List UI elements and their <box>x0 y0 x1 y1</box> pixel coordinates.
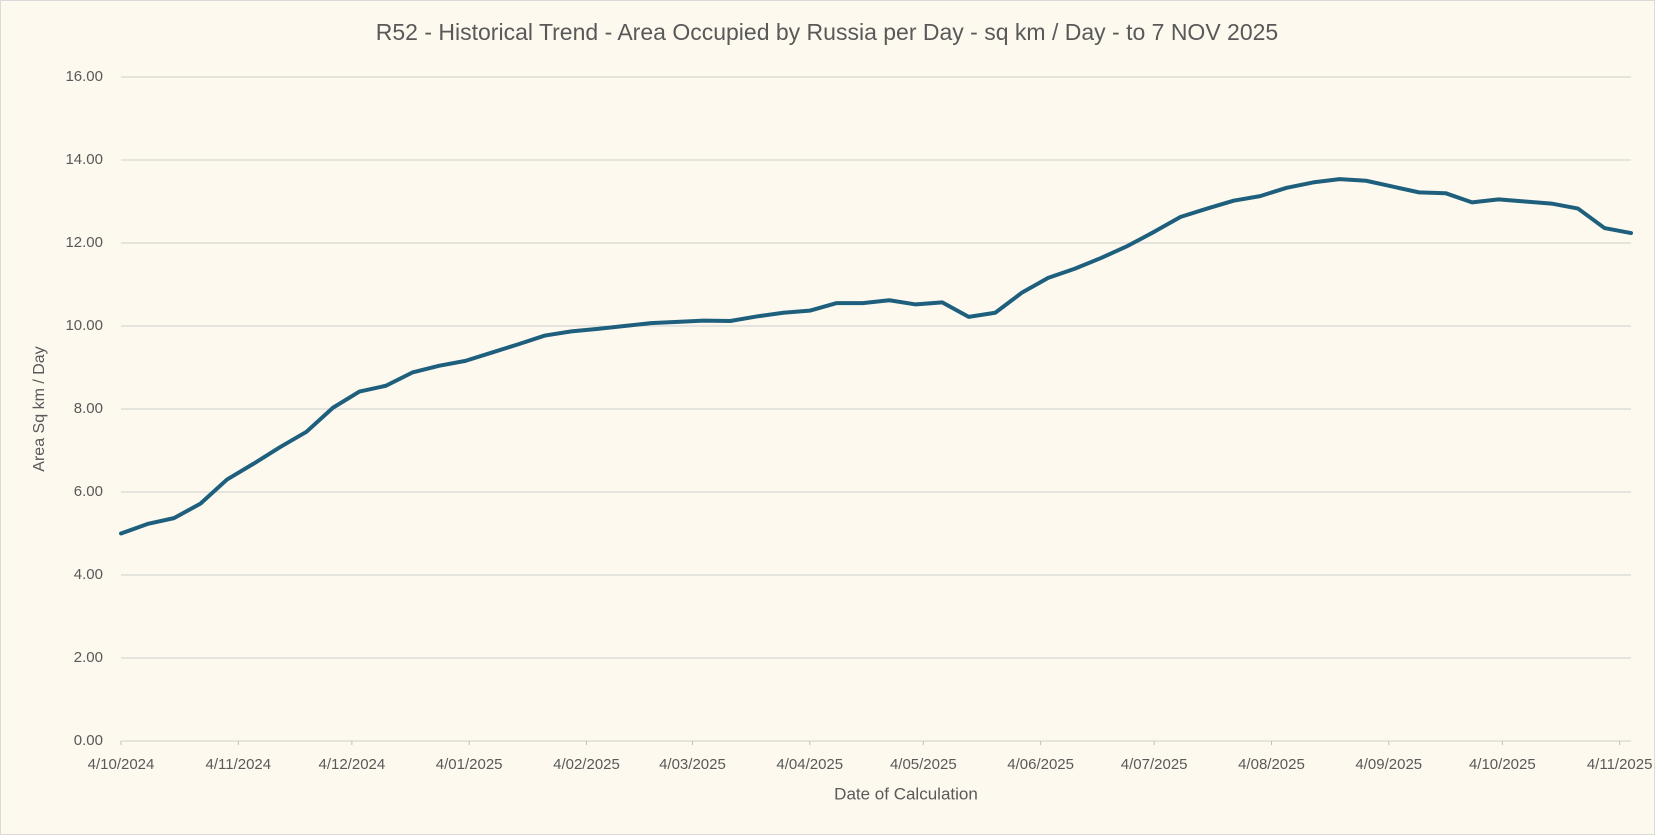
y-tick-label: 12.00 <box>65 234 103 251</box>
y-tick-label: 4.00 <box>74 566 103 583</box>
x-tick-label: 4/12/2024 <box>318 756 385 773</box>
x-tick-label: 4/10/2024 <box>88 756 155 773</box>
y-tick-label: 8.00 <box>74 400 103 417</box>
x-tick-label: 4/04/2025 <box>776 756 843 773</box>
x-tick-label: 4/09/2025 <box>1355 756 1422 773</box>
y-tick-label: 16.00 <box>65 68 103 85</box>
x-tick-label: 4/11/2025 <box>1587 756 1653 773</box>
x-tick-label: 4/08/2025 <box>1238 756 1305 773</box>
y-tick-label: 14.00 <box>65 151 103 168</box>
x-tick-label: 4/10/2025 <box>1469 756 1536 773</box>
y-tick-label: 2.00 <box>74 649 103 666</box>
y-axis-label: Area Sq km / Day <box>31 346 48 471</box>
x-tick-label: 4/07/2025 <box>1121 756 1188 773</box>
y-tick-label: 6.00 <box>74 483 103 500</box>
x-tick-label: 4/06/2025 <box>1007 756 1074 773</box>
y-tick-label: 0.00 <box>74 732 103 749</box>
x-tick-label: 4/03/2025 <box>659 756 726 773</box>
x-tick-label: 4/11/2024 <box>206 756 272 773</box>
x-tick-label: 4/05/2025 <box>890 756 957 773</box>
y-tick-label: 10.00 <box>65 317 103 334</box>
x-axis-label: Date of Calculation <box>834 784 978 803</box>
x-tick-label: 4/02/2025 <box>553 756 620 773</box>
x-tick-label: 4/01/2025 <box>436 756 503 773</box>
data-line <box>119 177 1633 536</box>
chart-title: R52 - Historical Trend - Area Occupied b… <box>376 19 1278 45</box>
